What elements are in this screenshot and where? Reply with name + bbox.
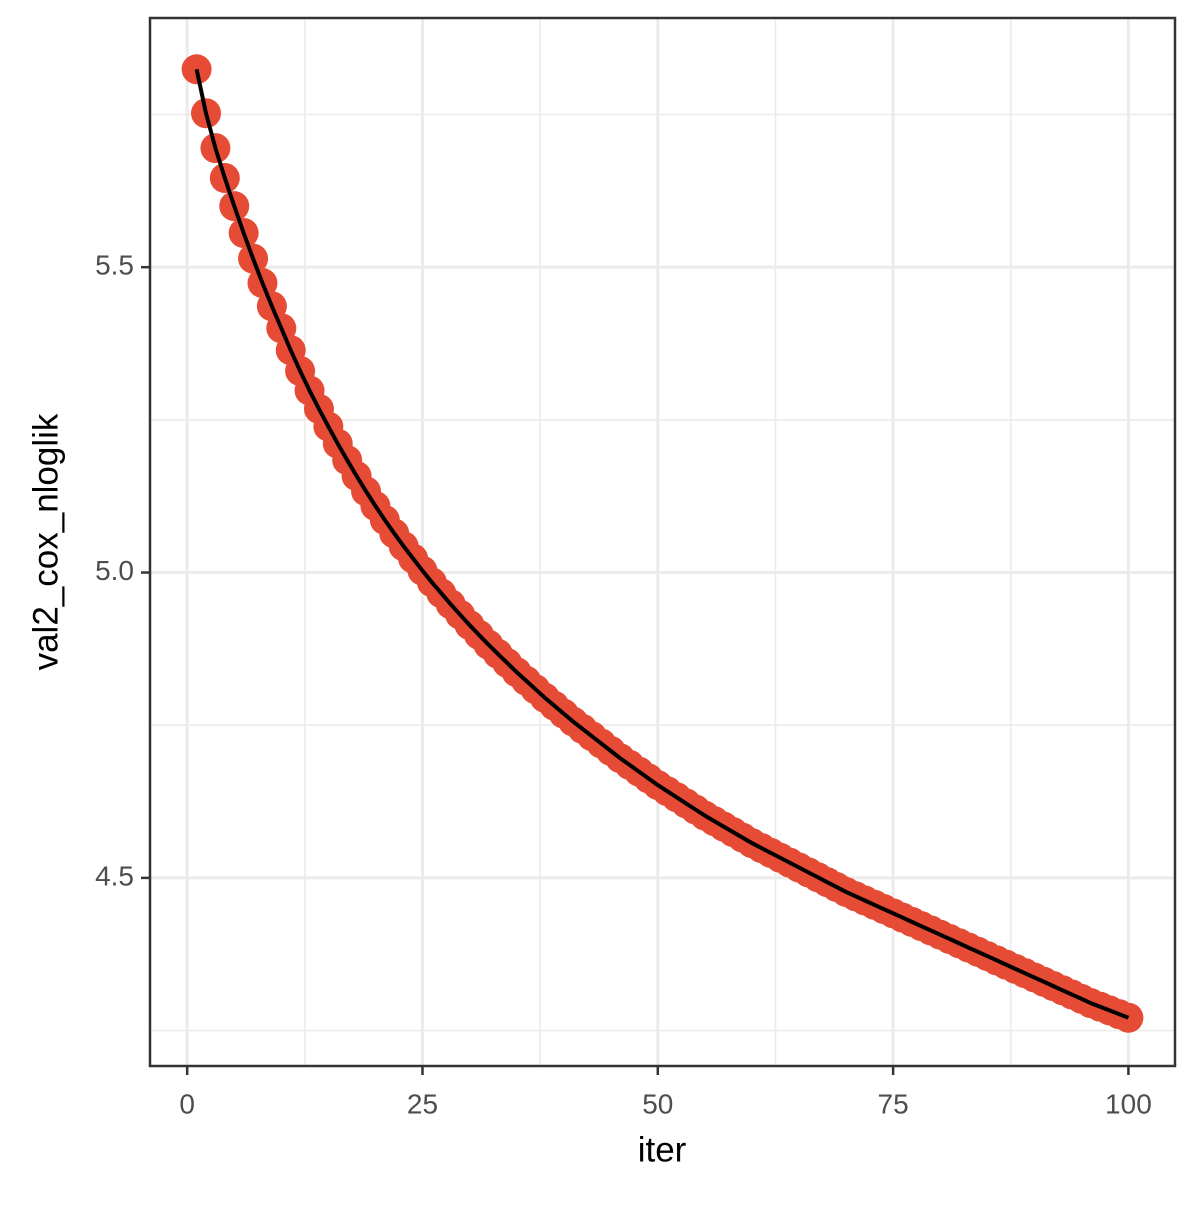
x-tick-label: 0 bbox=[179, 1088, 195, 1119]
x-axis-title: iter bbox=[638, 1130, 687, 1169]
y-tick-label: 5.0 bbox=[95, 555, 134, 586]
line bbox=[194, 68, 1130, 1020]
y-axis-title: val2_cox_nloglik bbox=[26, 413, 65, 670]
y-tick-label: 4.5 bbox=[95, 860, 134, 891]
x-tick-label: 50 bbox=[642, 1088, 673, 1119]
panel-border bbox=[148, 16, 1177, 1068]
x-tick-label: 100 bbox=[1105, 1088, 1152, 1119]
x-tick-label: 75 bbox=[878, 1088, 909, 1119]
y-tick-label: 5.5 bbox=[95, 250, 134, 281]
x-tick-label: 25 bbox=[407, 1088, 438, 1119]
